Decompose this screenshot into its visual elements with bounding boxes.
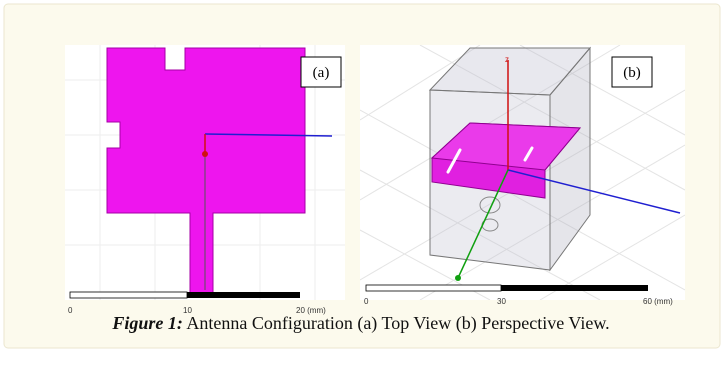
scale-label: 30 xyxy=(497,297,506,306)
scale-label: 0 xyxy=(68,306,73,315)
figure: 0 10 20 (mm) (a) z 0 30 60 (mm) (b) xyxy=(0,0,722,375)
panel-label: (b) xyxy=(623,65,641,81)
axis-label: z xyxy=(505,55,509,64)
scale-label: 60 (mm) xyxy=(643,297,673,306)
scale-bar-white xyxy=(70,292,187,298)
scale-label: 0 xyxy=(364,297,369,306)
caption-number: Figure 1: xyxy=(111,313,183,333)
caption: Figure 1: Antenna Configuration (a) Top … xyxy=(111,313,609,334)
scale-bar-white xyxy=(366,285,501,291)
scale-bar-black xyxy=(187,292,300,298)
scale-bar-black xyxy=(501,285,648,291)
caption-text: Antenna Configuration (a) Top View (b) P… xyxy=(186,313,609,334)
page: {"figure": { "panels": [ {"label": "(a)"… xyxy=(0,0,722,375)
panel-label: (a) xyxy=(313,65,330,81)
